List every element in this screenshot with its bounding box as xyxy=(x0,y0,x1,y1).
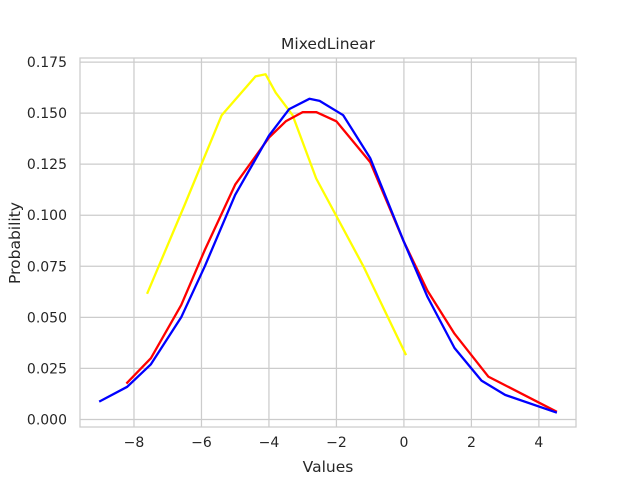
grid xyxy=(80,58,576,427)
series-line-0 xyxy=(145,73,408,356)
x-tick-label: 4 xyxy=(534,435,543,451)
y-tick-label: 0.025 xyxy=(27,361,67,377)
y-tick-label: 0.100 xyxy=(27,208,67,224)
y-tick-labels: 0.000 0.025 0.050 0.075 0.100 0.125 0.150 0.175 xyxy=(27,55,67,428)
series-line-1 xyxy=(125,110,558,413)
y-tick-label: 0.000 xyxy=(27,412,67,428)
plot-area-background xyxy=(80,58,576,427)
y-axis-label: Probability xyxy=(6,202,24,284)
plot-frame xyxy=(79,57,577,428)
y-tick-label: 0.050 xyxy=(27,310,67,326)
y-tick-label: 0.125 xyxy=(27,157,67,173)
y-tick-label: 0.075 xyxy=(27,259,67,275)
chart-title: MixedLinear xyxy=(281,35,376,53)
x-axis-label: Values xyxy=(303,458,354,476)
x-tick-label: −6 xyxy=(191,435,212,451)
x-tick-label: −2 xyxy=(326,435,347,451)
x-tick-label: −8 xyxy=(124,435,145,451)
x-tick-label: 0 xyxy=(399,435,408,451)
series-line-2 xyxy=(98,97,558,414)
y-tick-label: 0.150 xyxy=(27,106,67,122)
x-tick-labels: −8 −6 −4 −2 0 2 4 xyxy=(124,435,544,451)
y-tick-label: 0.175 xyxy=(27,55,67,71)
series-group xyxy=(98,73,558,414)
x-tick-label: −4 xyxy=(259,435,280,451)
x-tick-label: 2 xyxy=(467,435,476,451)
